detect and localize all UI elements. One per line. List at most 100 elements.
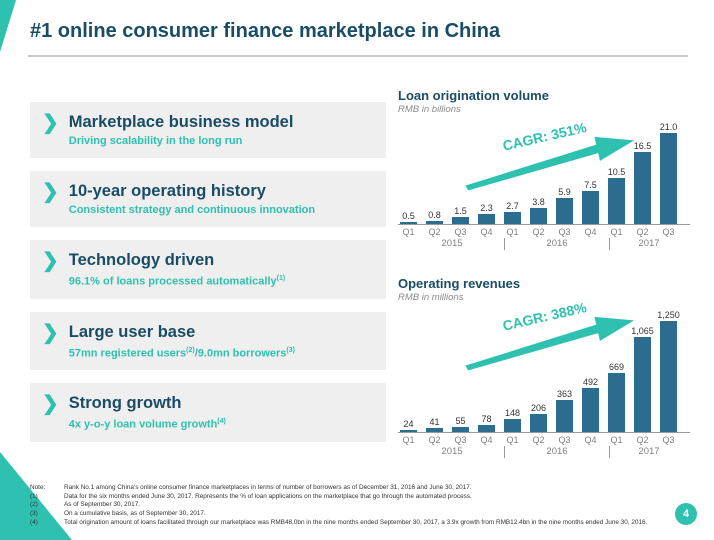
footnote-row: (2) As of September 30, 2017. (30, 501, 664, 510)
footnote-label: (2) (30, 501, 38, 509)
subtitle-text: Consistent strategy and continuous innov… (68, 204, 316, 216)
bullet-title: Strong growth (68, 394, 182, 413)
bar-value-label: 363 (556, 389, 573, 399)
bar (608, 373, 625, 432)
quarter-label: Q2 (532, 227, 545, 237)
quarter-label: Q3 (558, 435, 571, 445)
footnote-label: (4) (30, 518, 38, 526)
footnote-marker: (1) (276, 275, 286, 282)
quarter-label: Q3 (558, 227, 571, 237)
bar-group: 1,065 (631, 326, 654, 432)
bar-group: 0.8 (426, 210, 443, 224)
chart-operating-revenues: Operating revenues RMB in millions CAGR:… (398, 276, 690, 458)
bar-value-label: 148 (504, 408, 521, 418)
bullet-subtitle: Driving scalability in the long run (69, 134, 294, 148)
year-label: 2016 (504, 446, 609, 458)
bar (582, 191, 599, 224)
bar-group: 41 (426, 417, 443, 432)
bar (452, 217, 469, 224)
bullet-subtitle: 4x y-o-y loan volume growth(4) (69, 415, 226, 432)
footnote-row: Note: Rank No.1 among China's online cons… (30, 484, 664, 493)
quarter-label: Q3 (454, 435, 467, 445)
quarter-label: Q2 (636, 435, 649, 445)
title-divider (28, 55, 688, 57)
quarter-label: Q3 (662, 227, 675, 237)
bullet-title: Marketplace business model (68, 113, 294, 131)
bar (426, 221, 443, 224)
footnote-marker: (4) (217, 418, 226, 426)
footnote-row: (4) Total origination amount of loans fac… (30, 519, 664, 528)
bar (556, 400, 573, 432)
year-label: 2017 (609, 238, 688, 250)
footnote-row: (1) Data for the six months ended June 30… (30, 493, 664, 502)
quarter-label: Q1 (402, 227, 415, 237)
bar-value-label: 10.5 (607, 167, 626, 177)
quarter-label: Q1 (506, 227, 519, 237)
bar-group: 7.5 (582, 180, 599, 224)
bar-value-label: 7.5 (584, 180, 597, 190)
chart-title: Operating revenues (398, 276, 521, 291)
bar-value-label: 492 (582, 377, 599, 387)
bar-group: 2.3 (478, 203, 495, 224)
bar-group: 24 (400, 419, 417, 432)
year-label: 2015 (441, 238, 463, 249)
year-label: 2016 (504, 238, 609, 250)
footnote-label: (3) (30, 509, 38, 517)
bullet-text-block: Large user base 57mn registered users(2)/… (69, 322, 295, 361)
subtitle-text: Driving scalability in the long run (68, 135, 243, 147)
bar-group: 363 (556, 389, 573, 432)
bullet-item: ❯ Technology driven 96.1% of loans process… (30, 240, 386, 299)
footnotes: Note: Rank No.1 among China's online cons… (30, 484, 664, 527)
chart-subtitle: RMB in millions (398, 292, 464, 303)
subtitle-text: /9.0mn borrowers (194, 347, 287, 360)
footnote-marker: (2) (186, 346, 195, 354)
bullet-item: ❯ 10-year operating history Consistent str… (30, 171, 386, 227)
bullet-text-block: 10-year operating history Consistent stra… (69, 181, 315, 217)
bar-value-label: 78 (481, 414, 492, 424)
chevron-icon: ❯ (42, 112, 59, 134)
bar (556, 198, 573, 224)
subtitle-text: 57mn registered users (68, 347, 187, 360)
chart-loan-origination-volume: Loan origination volume RMB in billions … (398, 88, 690, 250)
bar (530, 208, 547, 224)
bar (634, 337, 651, 432)
x-axis-years: 2015 2016 2017 (398, 446, 690, 458)
bar-value-label: 0.5 (402, 211, 415, 221)
x-axis-years: 2015 2016 2017 (398, 238, 690, 250)
bar-value-label: 24 (403, 419, 414, 429)
quarter-label: Q3 (454, 227, 467, 237)
quarter-label: Q1 (506, 435, 519, 445)
page-number-badge: 4 (675, 503, 697, 525)
bar-group: 2.7 (504, 201, 521, 224)
bar (608, 178, 625, 224)
bar-group: 78 (478, 414, 495, 432)
bar (504, 419, 521, 432)
footnote-text: On a cumulative basis, as of September 3… (64, 509, 206, 517)
bar-value-label: 1.5 (454, 206, 467, 216)
bar-value-label: 206 (530, 403, 547, 413)
bar-group: 3.8 (530, 197, 547, 224)
bar-value-label: 1,065 (631, 326, 654, 336)
bar-plot: CAGR: 388% 24 41 55 78 148 206 363 492 669 1,065 1… (398, 299, 690, 433)
quarter-label: Q1 (610, 435, 623, 445)
bullet-text-block: Strong growth 4x y-o-y loan volume growth… (69, 393, 226, 432)
bar (478, 425, 495, 432)
bullet-title: Large user base (68, 322, 196, 341)
bar (400, 430, 417, 432)
bullet-title: 10-year operating history (68, 182, 266, 200)
corner-triangle-top-left-icon (0, 0, 16, 52)
quarter-label: Q4 (480, 435, 493, 445)
bar-group: 492 (582, 377, 599, 432)
footnote-text: Total origination amount of loans facili… (64, 518, 648, 526)
bar (582, 388, 599, 432)
bar-value-label: 2.3 (480, 203, 493, 213)
footnote-text: As of September 30, 2017. (64, 501, 141, 509)
bar-group: 55 (452, 416, 469, 432)
footnote-marker: (3) (286, 346, 295, 354)
bar-value-label: 1,250 (657, 310, 680, 320)
quarter-label: Q2 (532, 435, 545, 445)
subtitle-text: 4x y-o-y loan volume growth (68, 418, 218, 431)
chart-subtitle: RMB in billions (398, 104, 461, 115)
bullet-text-block: Marketplace business model Driving scalab… (69, 112, 294, 148)
